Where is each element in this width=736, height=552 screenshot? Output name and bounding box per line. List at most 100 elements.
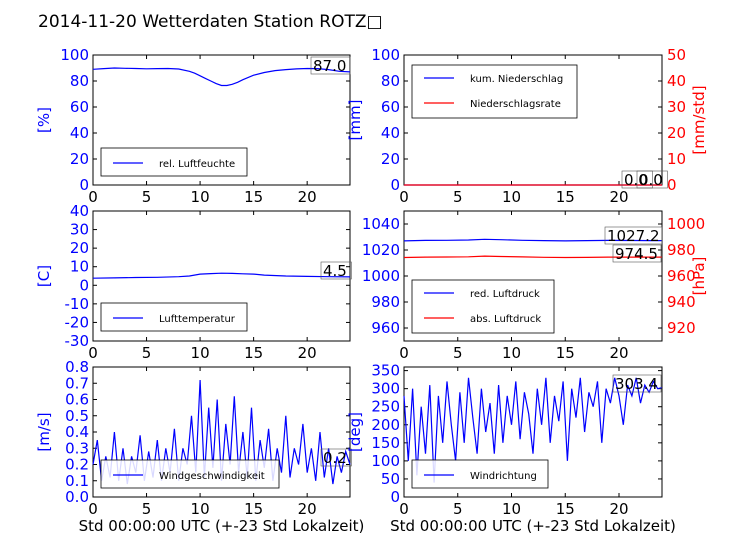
legend-box	[100, 459, 280, 489]
series-line-pressure-1	[403, 255, 662, 259]
x-tick-label: 0	[88, 500, 98, 518]
y-axis-label: [%]	[35, 107, 53, 133]
value-annotation: 974.5	[615, 245, 658, 263]
x-axis-label: Std 00:00:00 UTC (+-23 Std Lokalzeit)	[79, 517, 365, 535]
x-tick-label: 15	[556, 188, 575, 206]
legend-label: abs. Luftdruck	[470, 314, 541, 325]
x-tick-label: 0	[399, 500, 409, 518]
y-tick-label: 0.6	[65, 391, 89, 409]
x-tick-label: 20	[609, 344, 628, 362]
y-axis-label: [mm]	[346, 100, 364, 141]
y-tick-label: 980	[371, 293, 400, 311]
legend-label: Windrichtung	[470, 471, 537, 482]
value-annotation: 303.4	[615, 375, 658, 393]
y-tick-label: 960	[371, 319, 400, 337]
chart-pressure: 0 5 10 15 20 960 980 1000 1020 1040 920 940 960 980 10…	[362, 210, 708, 362]
value-annotation-box	[310, 56, 351, 75]
value-annotation: 0.0	[624, 171, 648, 189]
value-annotation: 4.5	[323, 262, 347, 280]
y-right-tick-label: 40	[667, 72, 686, 90]
chart-humidity: 0 5 10 15 20 0 20 40 60 80 100 [%] rel. Luftfeuchte 8…	[35, 46, 351, 206]
x-tick-label: 5	[142, 188, 152, 206]
y-tick-label: 100	[371, 452, 400, 470]
x-tick-label: 10	[191, 500, 210, 518]
legend-label: rel. Luftfeuchte	[159, 159, 235, 170]
y-right-tick-label: 1000	[667, 215, 705, 233]
axes-frame	[403, 366, 663, 498]
legend-box	[411, 64, 578, 119]
y-axis-label: [C]	[35, 265, 53, 287]
legend-label: kum. Niederschlag	[470, 74, 563, 85]
x-tick-label: 10	[191, 344, 210, 362]
y-tick-label: 0.5	[65, 407, 89, 425]
y-tick-label: 100	[371, 46, 400, 64]
x-tick-label: 10	[191, 188, 210, 206]
value-annotation: 1027.2	[607, 227, 660, 245]
y-tick-label: 60	[70, 98, 89, 116]
y-tick-label: 300	[371, 380, 400, 398]
y-tick-label: 20	[70, 150, 89, 168]
value-annotation: 0.0	[639, 171, 663, 189]
y-tick-label: 0.0	[65, 488, 89, 506]
x-tick-label: 20	[298, 500, 317, 518]
y-tick-label: 0.2	[65, 456, 89, 474]
y-tick-label: 20	[381, 150, 400, 168]
y-tick-label: -30	[65, 332, 90, 350]
y-tick-label: 20	[70, 239, 89, 257]
figure-title: 2014-11-20 Wetterdaten Station ROTZ□	[38, 12, 383, 32]
y-tick-label: 30	[70, 221, 89, 239]
series-line-wind_direction-0	[403, 377, 663, 483]
x-tick-label: 5	[142, 500, 152, 518]
x-tick-label: 15	[244, 500, 263, 518]
y-tick-label: 0	[390, 488, 400, 506]
x-tick-label: 10	[502, 188, 521, 206]
legend-box	[411, 279, 555, 334]
x-axis-label: Std 00:00:00 UTC (+-23 Std Lokalzeit)	[390, 517, 676, 535]
y-tick-label: 0	[390, 176, 400, 194]
y-right-tick-label: 30	[667, 98, 686, 116]
value-annotation: 0.2	[323, 449, 347, 467]
y-right-axis-label: [hPa]	[690, 257, 708, 296]
legend-box	[411, 459, 549, 489]
y-tick-label: -10	[65, 295, 90, 313]
value-annotation: 87.0	[313, 57, 346, 75]
legend-label: Windgeschwindigkeit	[159, 471, 265, 482]
axes-frame	[92, 54, 351, 186]
x-tick-label: 15	[244, 344, 263, 362]
x-tick-label: 0	[88, 344, 98, 362]
y-tick-label: 60	[381, 98, 400, 116]
x-tick-label: 10	[502, 344, 521, 362]
y-right-axis-label: [mm/std]	[690, 85, 708, 154]
y-axis-label: [m/s]	[35, 412, 53, 451]
x-tick-label: 20	[609, 188, 628, 206]
series-line-pressure-0	[403, 238, 662, 242]
y-tick-label: 0.1	[65, 472, 89, 490]
x-tick-label: 5	[142, 344, 152, 362]
y-tick-label: 350	[371, 362, 400, 380]
y-tick-label: 40	[70, 124, 89, 142]
y-tick-label: 1000	[362, 267, 400, 285]
series-line-humidity-0	[92, 67, 351, 87]
y-tick-label: 150	[371, 434, 400, 452]
y-tick-label: -20	[65, 313, 90, 331]
y-tick-label: 10	[70, 258, 89, 276]
y-tick-label: 200	[371, 416, 400, 434]
y-right-tick-label: 920	[667, 319, 696, 337]
value-annotation-box	[636, 170, 668, 189]
y-right-tick-label: 10	[667, 150, 686, 168]
y-right-tick-label: 940	[667, 293, 696, 311]
y-tick-label: 0.7	[65, 374, 89, 392]
chart-temperature: 0 5 10 15 20-30-20-10010203040[C]Lufttempera…	[35, 202, 352, 362]
x-tick-label: 0	[399, 344, 409, 362]
x-tick-label: 0	[88, 188, 98, 206]
y-tick-label: 0.3	[65, 439, 89, 457]
x-tick-label: 15	[556, 500, 575, 518]
y-right-tick-label: 20	[667, 124, 686, 142]
axes-frame	[92, 210, 351, 342]
y-tick-label: 0.4	[65, 423, 89, 441]
x-tick-label: 20	[298, 188, 317, 206]
y-right-tick-label: 980	[667, 241, 696, 259]
y-right-tick-label: 50	[667, 46, 686, 64]
legend-label: Niederschlagsrate	[470, 99, 561, 110]
